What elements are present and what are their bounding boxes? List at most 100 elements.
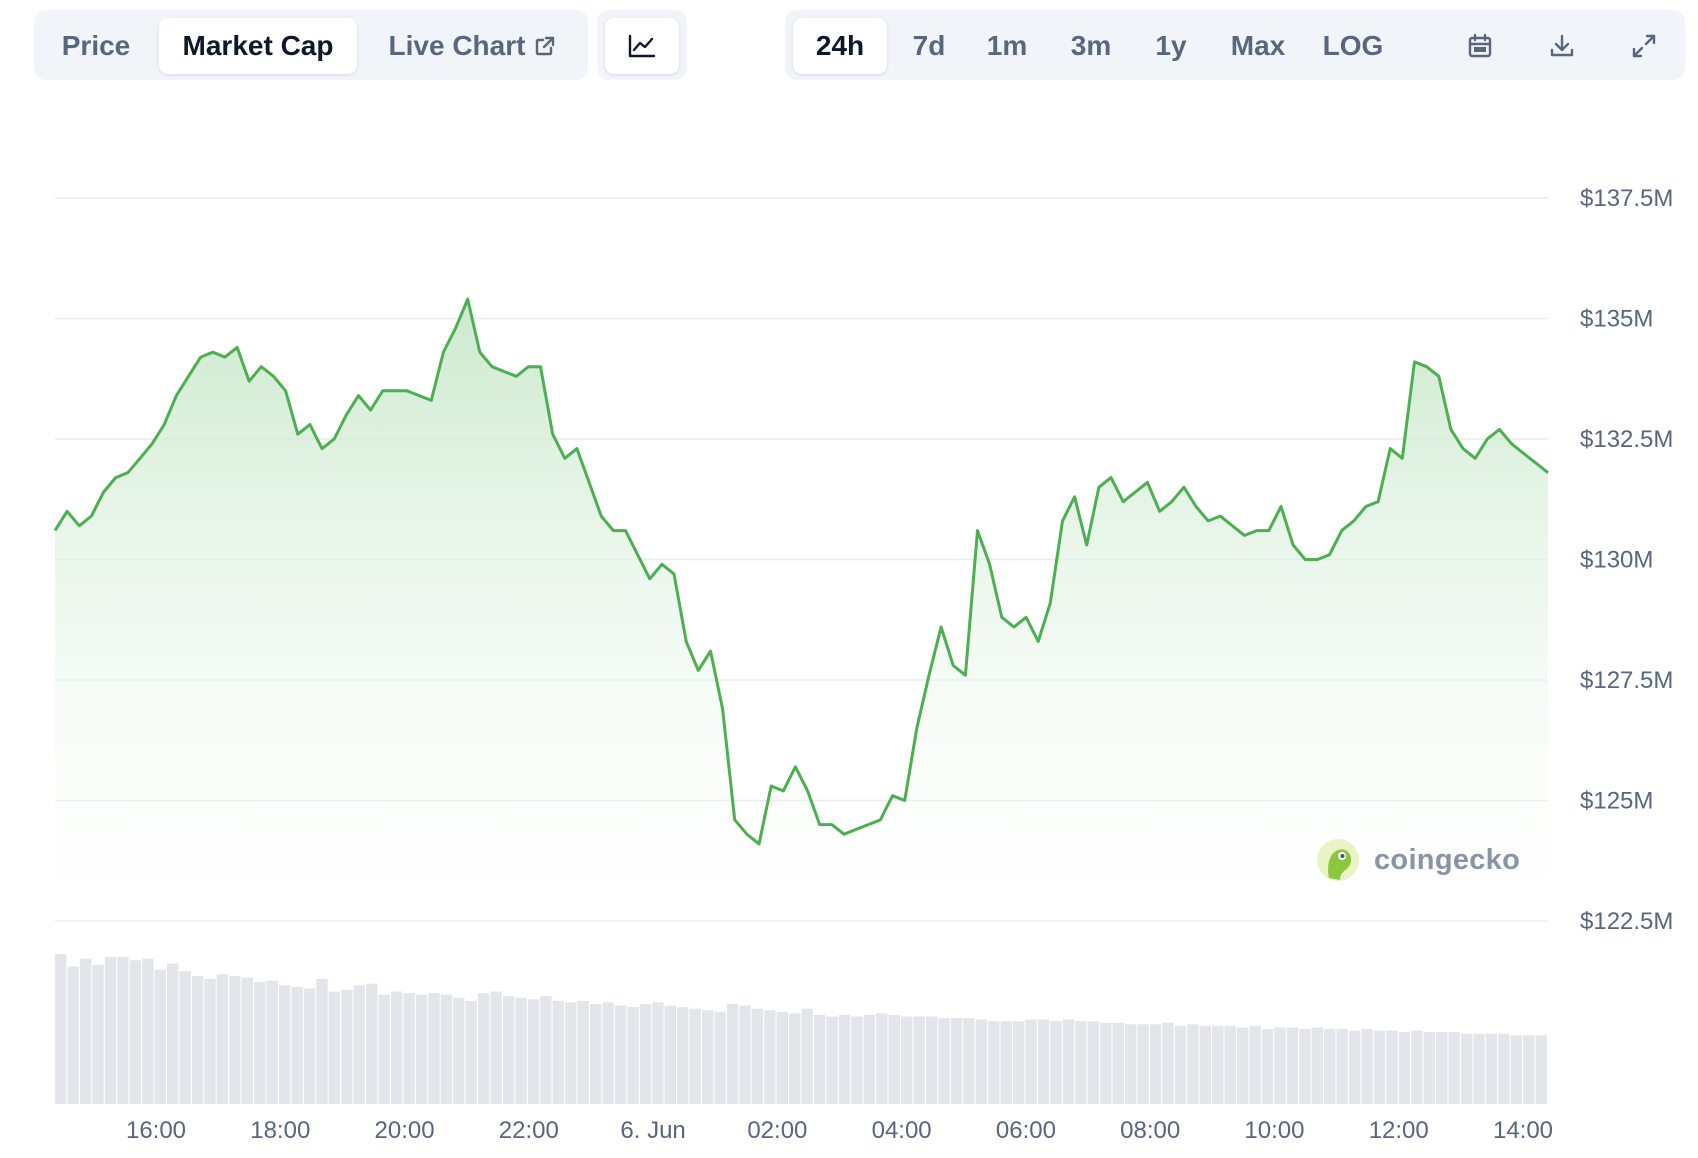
volume-bar — [1336, 1029, 1348, 1104]
x-tick-label: 6. Jun — [620, 1117, 685, 1144]
range-1m-label: 1m — [986, 30, 1028, 61]
volume-bar — [1523, 1035, 1535, 1105]
x-tick-label: 18:00 — [250, 1117, 310, 1144]
volume-bar — [1075, 1021, 1087, 1104]
range-max[interactable]: Max — [1217, 18, 1299, 74]
volume-bar — [204, 979, 216, 1104]
volume-bar — [527, 999, 540, 1104]
download-icon — [1548, 32, 1576, 60]
volume-bar — [291, 986, 303, 1104]
volume-bar — [278, 985, 291, 1105]
range-1m[interactable]: 1m — [973, 18, 1041, 74]
x-tick-label: 04:00 — [872, 1117, 932, 1144]
tab-market-cap-label: Market Cap — [182, 30, 334, 61]
volume-bar — [1510, 1035, 1523, 1105]
x-tick-label: 10:00 — [1244, 1117, 1304, 1144]
volume-bar — [702, 1010, 714, 1105]
volume-bar — [689, 1008, 701, 1104]
y-tick-label: $130M — [1580, 547, 1653, 574]
volume-bar — [1274, 1027, 1286, 1104]
volume-bar — [677, 1007, 689, 1104]
range-24h[interactable]: 24h — [793, 18, 887, 74]
download-button[interactable] — [1537, 18, 1587, 74]
volume-bar — [988, 1021, 1000, 1104]
volume-bar — [1485, 1033, 1498, 1104]
chart-type-button[interactable] — [605, 18, 679, 74]
volume-bar — [79, 958, 92, 1104]
y-tick-label: $132.5M — [1580, 426, 1673, 453]
volume-bar — [1448, 1032, 1460, 1104]
y-tick-label: $122.5M — [1580, 908, 1673, 935]
volume-bar — [789, 1013, 801, 1104]
volume-bar — [104, 957, 117, 1104]
x-tick-label: 02:00 — [747, 1117, 807, 1144]
volume-bar — [1062, 1019, 1075, 1104]
tab-price[interactable]: Price — [42, 18, 150, 74]
volume-bar — [179, 971, 191, 1104]
volume-bar — [167, 963, 179, 1104]
fullscreen-button[interactable] — [1619, 18, 1669, 74]
calendar-icon — [1466, 32, 1494, 60]
volume-bar — [1112, 1022, 1124, 1105]
range-1y[interactable]: 1y — [1141, 18, 1201, 74]
x-tick-label: 16:00 — [126, 1117, 186, 1144]
volume-bar — [1174, 1025, 1187, 1104]
volume-bar — [366, 983, 378, 1104]
log-toggle[interactable]: LOG — [1311, 18, 1395, 74]
volume-bar — [1050, 1021, 1062, 1104]
volume-bar — [1386, 1030, 1398, 1104]
volume-bar — [129, 960, 142, 1105]
volume-bar — [390, 991, 403, 1104]
volume-bar — [403, 993, 415, 1104]
volume-bar — [1299, 1029, 1311, 1104]
volume-bar — [1361, 1029, 1373, 1104]
external-link-icon — [533, 34, 557, 58]
x-axis: 16:00 18:00 20:00 22:00 6. Jun 02:00 04:00 06:0… — [126, 1117, 1553, 1144]
volume-bar — [216, 974, 229, 1104]
x-tick-label: 08:00 — [1120, 1117, 1180, 1144]
price-line-group — [53, 297, 1549, 846]
volume-bar — [1100, 1022, 1112, 1105]
volume-bar — [1199, 1025, 1211, 1104]
volume-bar — [1398, 1032, 1411, 1104]
watermark-text: coingecko — [1374, 843, 1521, 876]
volume-bar — [92, 964, 104, 1104]
volume-bar — [751, 1008, 764, 1104]
volume-bar — [1037, 1019, 1050, 1104]
tab-live-chart[interactable]: Live Chart — [366, 18, 580, 74]
volume-bar — [726, 1004, 739, 1104]
series-line — [53, 297, 1549, 846]
tab-market-cap[interactable]: Market Cap — [159, 18, 357, 74]
time-range-group: 24h 7d 1m 3m 1y Max LOG — [785, 10, 1685, 80]
range-3m[interactable]: 3m — [1055, 18, 1127, 74]
x-tick-label: 06:00 — [996, 1117, 1056, 1144]
volume-bar — [901, 1016, 913, 1104]
calendar-button[interactable] — [1455, 18, 1505, 74]
volume-bar — [1498, 1033, 1510, 1104]
x-tick-label: 20:00 — [375, 1117, 435, 1144]
volume-bar — [863, 1014, 876, 1104]
volume-bar — [465, 1000, 477, 1104]
volume-bar — [428, 993, 440, 1104]
x-tick-label: 12:00 — [1369, 1117, 1429, 1144]
volume-bar — [888, 1014, 900, 1104]
volume-bar — [714, 1011, 726, 1104]
volume-bar — [1224, 1025, 1236, 1104]
volume-bar — [1324, 1029, 1336, 1104]
volume-bar — [1249, 1025, 1261, 1104]
volume-bar — [67, 966, 79, 1104]
range-7d[interactable]: 7d — [897, 18, 961, 74]
volume-bar — [415, 994, 428, 1104]
volume-bar — [876, 1013, 888, 1104]
area-fill-group — [55, 299, 1548, 921]
volume-bar — [925, 1016, 938, 1104]
volume-bar — [1125, 1024, 1137, 1104]
volume-bar — [602, 1002, 614, 1104]
volume-bar — [378, 994, 390, 1104]
volume-bar — [1460, 1033, 1473, 1104]
volume-bar — [627, 1007, 639, 1104]
volume-bar — [776, 1011, 788, 1104]
volume-bar — [590, 1004, 602, 1104]
volume-bar — [1261, 1029, 1274, 1104]
